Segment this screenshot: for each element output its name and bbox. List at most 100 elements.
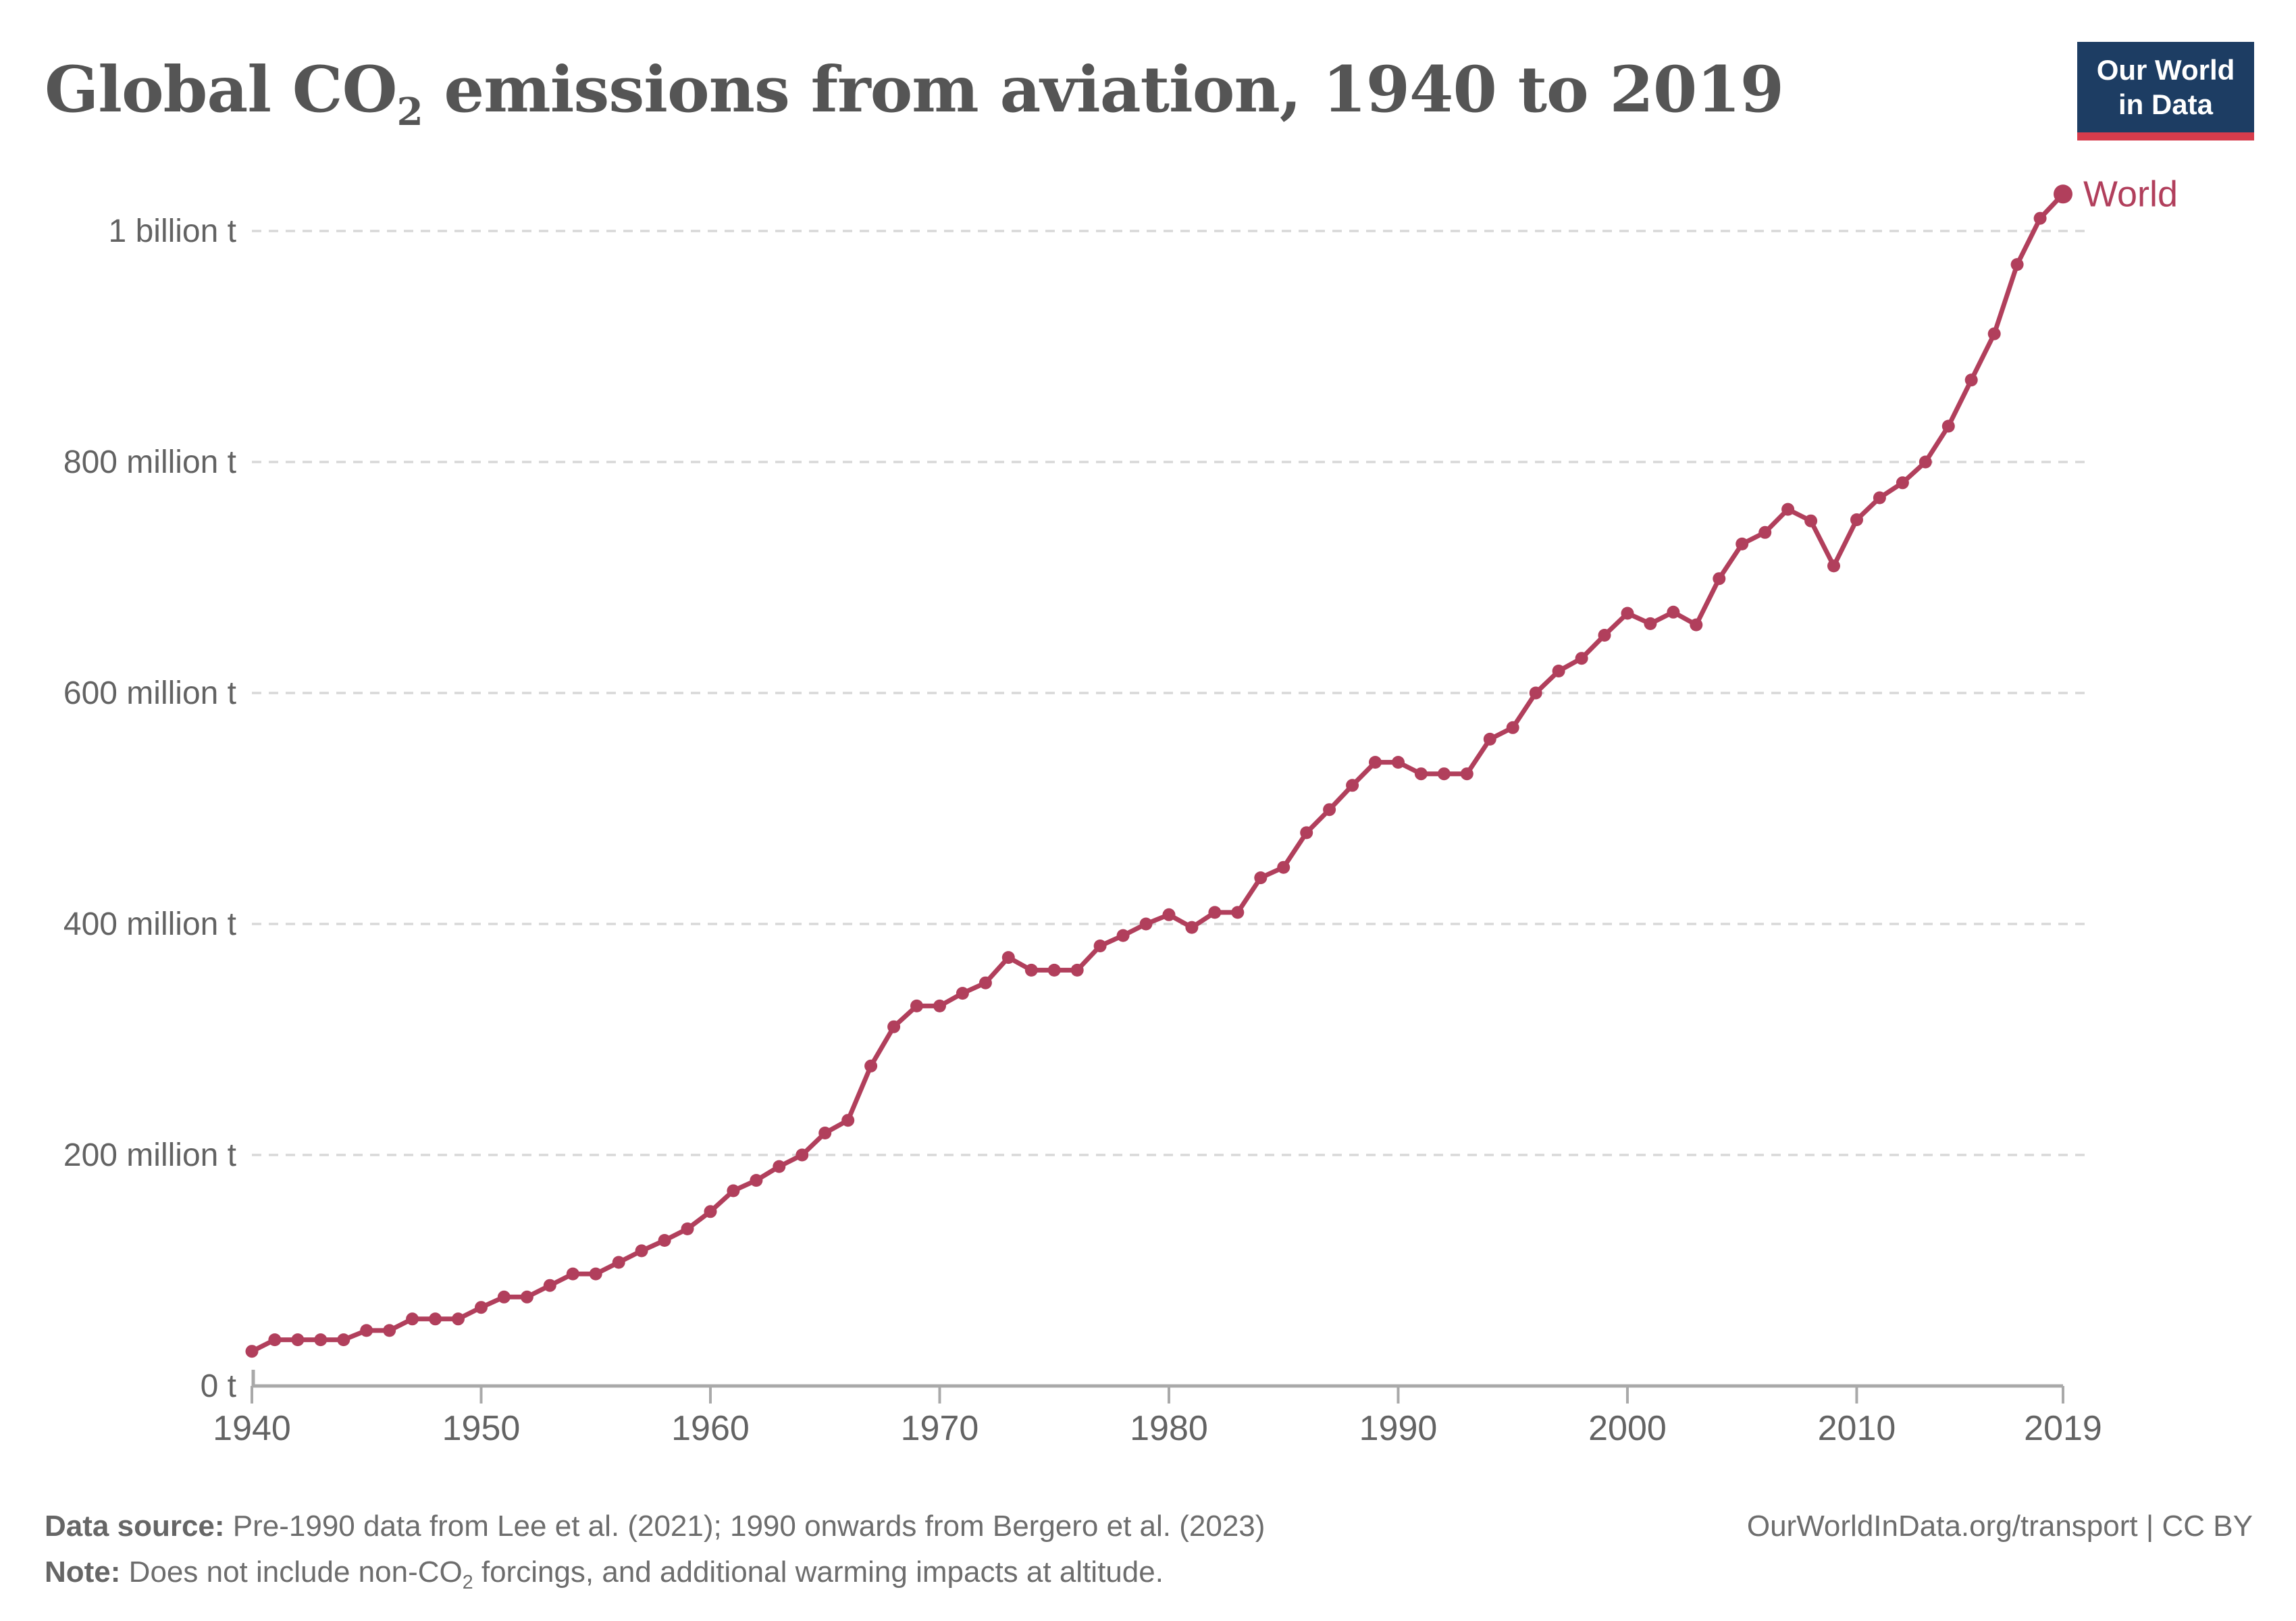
x-tick-label-1990: 1990 (1359, 1409, 1438, 1448)
data-point-2001[interactable] (1644, 617, 1657, 630)
data-point-1957[interactable] (635, 1244, 648, 1258)
owid-logo[interactable]: Our World in Data (2077, 42, 2254, 140)
data-point-1945[interactable] (360, 1324, 373, 1337)
data-point-1948[interactable] (429, 1312, 442, 1326)
data-point-1961[interactable] (727, 1184, 740, 1198)
data-point-2015[interactable] (1964, 374, 1978, 387)
data-point-2013[interactable] (1919, 455, 1932, 469)
data-point-2019[interactable] (2054, 184, 2072, 204)
data-point-2007[interactable] (1781, 503, 1795, 516)
data-point-2016[interactable] (1987, 327, 2001, 340)
data-point-1997[interactable] (1552, 665, 1565, 677)
data-point-2004[interactable] (1713, 572, 1726, 586)
data-point-1960[interactable] (704, 1205, 717, 1218)
data-point-1984[interactable] (1254, 871, 1268, 885)
data-point-1963[interactable] (773, 1160, 786, 1173)
data-point-1952[interactable] (520, 1290, 533, 1304)
data-point-2018[interactable] (2033, 211, 2047, 225)
data-point-1946[interactable] (383, 1324, 396, 1337)
data-point-1953[interactable] (543, 1279, 556, 1292)
data-point-1964[interactable] (795, 1148, 809, 1162)
data-point-1966[interactable] (841, 1114, 855, 1127)
data-point-1976[interactable] (1070, 963, 1084, 977)
data-point-1955[interactable] (589, 1267, 602, 1281)
data-point-2011[interactable] (1873, 491, 1886, 505)
data-source-text: Pre-1990 data from Lee et al. (2021); 19… (224, 1510, 1266, 1543)
data-point-1993[interactable] (1460, 767, 1473, 781)
data-point-2014[interactable] (1941, 419, 1955, 433)
y-tick-label-600: 600 million t (63, 675, 236, 711)
data-point-1994[interactable] (1483, 732, 1496, 746)
data-point-1996[interactable] (1529, 686, 1542, 700)
data-point-1979[interactable] (1139, 917, 1153, 931)
data-point-1989[interactable] (1369, 756, 1382, 769)
data-point-2009[interactable] (1827, 559, 1840, 573)
data-point-1943[interactable] (314, 1333, 328, 1347)
data-point-1969[interactable] (910, 999, 923, 1012)
data-point-1959[interactable] (681, 1222, 694, 1235)
data-point-1970[interactable] (933, 999, 946, 1012)
data-point-1986[interactable] (1300, 826, 1313, 840)
y-tick-label-400: 400 million t (63, 906, 236, 942)
data-point-1962[interactable] (750, 1174, 763, 1187)
data-point-2005[interactable] (1736, 537, 1749, 550)
data-point-1977[interactable] (1093, 940, 1107, 952)
data-point-1980[interactable] (1162, 908, 1176, 921)
data-point-1941[interactable] (268, 1333, 282, 1347)
data-point-1988[interactable] (1346, 779, 1359, 792)
data-point-1965[interactable] (818, 1127, 832, 1139)
data-point-1942[interactable] (291, 1333, 305, 1347)
data-point-1949[interactable] (452, 1312, 465, 1326)
data-point-1950[interactable] (475, 1301, 488, 1314)
data-point-1958[interactable] (658, 1234, 671, 1247)
data-point-1967[interactable] (864, 1059, 878, 1073)
series-label-world[interactable]: World (2083, 174, 2178, 214)
x-tick-label-1960: 1960 (671, 1409, 750, 1448)
data-point-2002[interactable] (1667, 605, 1680, 619)
data-point-1981[interactable] (1185, 921, 1199, 934)
data-point-1982[interactable] (1208, 906, 1222, 919)
data-point-1972[interactable] (979, 976, 992, 989)
data-point-2000[interactable] (1621, 607, 1634, 620)
data-point-1985[interactable] (1277, 860, 1290, 874)
data-point-1978[interactable] (1116, 929, 1130, 942)
data-point-2008[interactable] (1804, 514, 1818, 528)
data-point-1944[interactable] (337, 1333, 350, 1347)
x-axis-labels: 1940 1950 1960 1970 1980 1990 2000 2010 2019 (213, 1409, 2102, 1448)
data-point-1973[interactable] (1001, 951, 1015, 964)
data-source-line: Data source: Pre-1990 data from Lee et a… (45, 1503, 1265, 1549)
data-point-1951[interactable] (497, 1290, 511, 1304)
data-point-1998[interactable] (1575, 652, 1588, 665)
data-point-2010[interactable] (1850, 513, 1863, 526)
data-point-1954[interactable] (566, 1267, 579, 1281)
data-point-1992[interactable] (1437, 767, 1451, 781)
note-line: Note: Does not include non-CO2 forcings,… (45, 1555, 1164, 1592)
data-point-1947[interactable] (406, 1312, 419, 1326)
data-point-1971[interactable] (956, 987, 969, 1000)
data-point-1990[interactable] (1392, 756, 1405, 769)
data-point-1975[interactable] (1047, 963, 1061, 977)
data-point-1974[interactable] (1024, 963, 1038, 977)
data-point-2012[interactable] (1896, 476, 1909, 490)
note-text-2: forcings, and additional warming impacts… (473, 1555, 1164, 1589)
series-line-world[interactable] (249, 191, 2066, 1354)
owid-logo-text: Our World in Data (2097, 53, 2235, 122)
data-point-1999[interactable] (1598, 629, 1611, 642)
data-point-2003[interactable] (1690, 618, 1703, 632)
series-points[interactable] (245, 184, 2073, 1358)
owid-logo-line2: in Data (2118, 88, 2213, 120)
data-point-1991[interactable] (1414, 767, 1428, 781)
x-axis (251, 1370, 2064, 1404)
data-point-1956[interactable] (612, 1256, 625, 1269)
data-point-2017[interactable] (2010, 258, 2024, 272)
data-point-1987[interactable] (1323, 803, 1336, 817)
data-point-2006[interactable] (1758, 525, 1772, 539)
data-point-1968[interactable] (887, 1020, 901, 1033)
x-tick-label-1970: 1970 (901, 1409, 979, 1448)
data-point-1995[interactable] (1506, 721, 1519, 734)
x-tick-label-2010: 2010 (1818, 1409, 1896, 1448)
data-point-1940[interactable] (245, 1345, 259, 1358)
data-point-1983[interactable] (1231, 906, 1245, 919)
owid-url-link[interactable]: OurWorldInData.org/transport (1746, 1510, 2138, 1543)
